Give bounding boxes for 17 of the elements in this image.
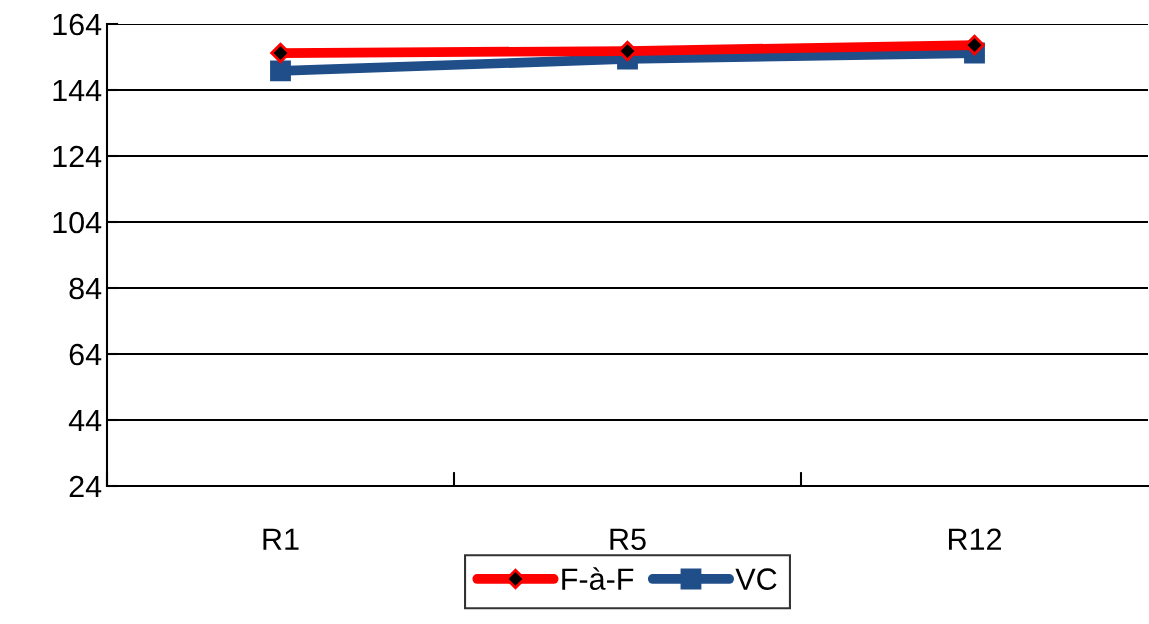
point <box>270 60 291 82</box>
y-tick-label: 164 <box>53 13 102 36</box>
y-tick-label: 64 <box>69 343 102 366</box>
y-tick-label: 104 <box>53 211 102 234</box>
point <box>270 42 291 64</box>
y-tick-label: 44 <box>68 410 102 432</box>
point <box>964 34 985 56</box>
legend-label: VC <box>735 568 777 590</box>
legend-label: F-à-F <box>562 567 634 590</box>
y-tick-label: 84 <box>69 277 102 300</box>
y-tick-label: 144 <box>53 80 102 102</box>
x-tick-label: R1 <box>263 528 299 550</box>
point <box>617 40 638 62</box>
y-tick-label: 24 <box>69 475 102 498</box>
y-tick-label: 124 <box>53 145 102 168</box>
x-tick-label: R12 <box>948 528 1001 550</box>
x-tick-label: R5 <box>610 528 646 551</box>
